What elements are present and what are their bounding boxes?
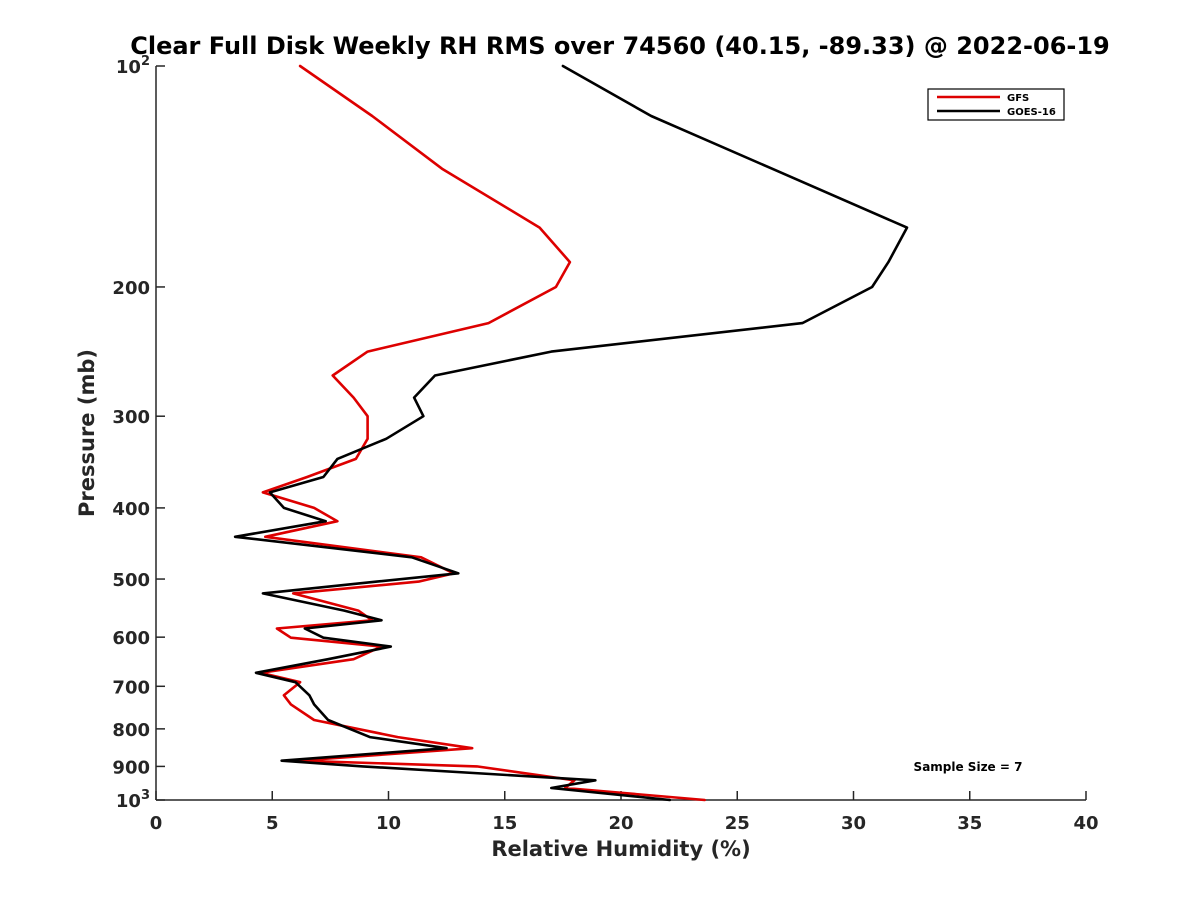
x-tick-label: 25 — [725, 813, 750, 834]
series-line-goes-16 — [233, 64, 909, 802]
x-tick-label: 0 — [150, 813, 163, 834]
y-tick-base: 10 — [116, 791, 141, 812]
y-tick-label: 200 — [112, 278, 150, 299]
y-tick-base: 10 — [116, 57, 141, 78]
y-tick-label: 700 — [112, 677, 150, 698]
y-tick-label: 800 — [112, 720, 150, 741]
legend-label: GFS — [1007, 93, 1029, 104]
y-tick-label: 102 — [116, 54, 150, 78]
chart-title: Clear Full Disk Weekly RH RMS over 74560… — [130, 32, 1110, 60]
x-tick-label: 35 — [957, 813, 982, 834]
y-tick-label: 600 — [112, 628, 150, 649]
x-tick-label: 40 — [1073, 813, 1098, 834]
legend-label: GOES-16 — [1007, 107, 1056, 118]
y-tick-exponent: 2 — [141, 54, 150, 69]
x-axis-label: Relative Humidity (%) — [491, 837, 750, 861]
legend: GFS GOES-16 — [927, 88, 1065, 121]
y-tick-label: 900 — [112, 757, 150, 778]
x-tick-label: 10 — [376, 813, 401, 834]
sample-size-annotation: Sample Size = 7 — [914, 760, 1023, 774]
y-tick-label: 300 — [112, 407, 150, 428]
y-axis-label: Pressure (mb) — [75, 349, 99, 517]
y-tick-exponent: 3 — [141, 788, 150, 803]
x-tick-label: 30 — [841, 813, 866, 834]
y-tick-label: 500 — [112, 570, 150, 591]
x-tick-label: 15 — [492, 813, 517, 834]
y-tick-label: 400 — [112, 499, 150, 520]
x-ticks: 0 5 10 15 20 25 30 35 40 — [150, 791, 1099, 834]
legend-box — [927, 88, 1065, 121]
x-tick-label: 20 — [608, 813, 633, 834]
series-line-gfs — [259, 64, 707, 802]
x-tick-label: 5 — [266, 813, 279, 834]
y-tick-label: 103 — [116, 788, 150, 812]
series-lines — [233, 64, 909, 802]
